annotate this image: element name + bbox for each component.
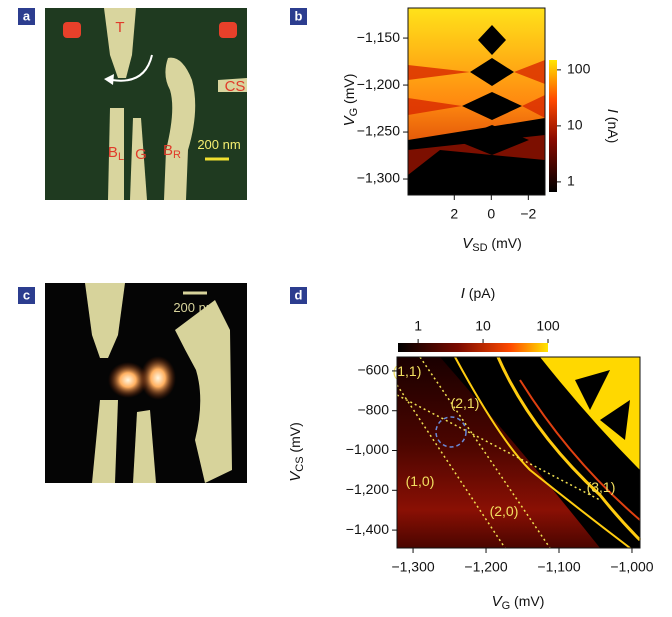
axis-sub: G xyxy=(348,108,360,117)
annotation: CS xyxy=(225,78,246,95)
colorbar-tick-label: 1 xyxy=(414,318,422,334)
y-tick-label: −1,400 xyxy=(346,521,389,537)
colorbar-unit: (pA) xyxy=(465,285,495,301)
y-tick-label: −800 xyxy=(357,401,389,417)
colorbar xyxy=(398,343,548,352)
annotation-text: (1,0) xyxy=(406,473,435,489)
axis-label: VSD (mV) xyxy=(462,235,522,254)
axis-unit: (mV) xyxy=(510,593,544,609)
annotation-text: (3,1) xyxy=(587,479,616,495)
colorbar-tick-label: 10 xyxy=(567,117,583,133)
panel-label: a xyxy=(23,8,31,23)
annotation-text: 200 nm xyxy=(197,137,240,152)
y-tick-label: −600 xyxy=(357,362,389,378)
colorbar-label: I (nA) xyxy=(604,109,621,144)
annotation-text: T xyxy=(115,19,124,36)
axis-label: VG (mV) xyxy=(492,593,545,612)
annotation-sub: L xyxy=(118,151,124,163)
x-tick-label: 2 xyxy=(450,206,458,222)
annotation: (2,0) xyxy=(490,503,519,519)
y-tick-label: −1,150 xyxy=(357,29,400,45)
annotation-text: B xyxy=(163,142,173,159)
panel-a xyxy=(45,8,247,200)
x-tick-label: −1,000 xyxy=(610,559,653,575)
axis-unit: (mV) xyxy=(488,235,522,251)
colorbar-tick-label: 1 xyxy=(567,173,575,189)
x-tick-label: −2 xyxy=(520,206,536,222)
y-tick-label: −1,300 xyxy=(357,170,400,186)
panel-c xyxy=(45,283,247,483)
annotation-text: B xyxy=(108,144,118,161)
y-tick-label: −1,200 xyxy=(346,481,389,497)
annotation: 200 nm xyxy=(197,137,240,152)
axis-sub: SD xyxy=(472,242,487,254)
dot xyxy=(140,356,176,400)
panel-label: c xyxy=(23,287,30,302)
colorbar-label: I (pA) xyxy=(461,285,496,302)
panel-label: b xyxy=(295,8,303,23)
annotation-sub: R xyxy=(173,149,181,161)
annotation-text: (2,1) xyxy=(451,395,480,411)
panel-d-map xyxy=(397,343,640,548)
annotation: (2,1) xyxy=(451,395,480,411)
contact xyxy=(63,22,81,38)
annotation: 200 nm xyxy=(173,300,216,315)
axis-sub: G xyxy=(502,600,511,612)
annotation: (1,0) xyxy=(406,473,435,489)
annotation-text: (2,0) xyxy=(490,503,519,519)
axis-unit: (mV) xyxy=(287,422,303,456)
axis-sub: CS xyxy=(294,456,306,471)
annotation-text: G xyxy=(135,146,147,163)
annotation: T xyxy=(115,19,124,36)
colorbar-tick-label: 100 xyxy=(536,318,560,334)
colorbar-tick-label: 100 xyxy=(567,61,591,77)
y-tick-label: −1,200 xyxy=(357,76,400,92)
contact xyxy=(219,22,237,38)
annotation: (3,1) xyxy=(587,479,616,495)
panel-label: d xyxy=(295,287,303,302)
x-tick-label: 0 xyxy=(487,206,495,222)
figure: abcdTBLGBRCS200 nm200 nm(1,1)(2,1)(1,0)(… xyxy=(0,0,672,617)
annotation: G xyxy=(135,146,147,163)
axis-unit: (mV) xyxy=(341,74,357,108)
colorbar xyxy=(549,60,557,192)
colorbar-tick-label: 10 xyxy=(475,318,491,334)
x-tick-label: −1,200 xyxy=(464,559,507,575)
x-tick-label: −1,100 xyxy=(537,559,580,575)
panel-b-map xyxy=(408,8,557,195)
colorbar-unit: (nA) xyxy=(605,113,621,143)
x-tick-label: −1,300 xyxy=(391,559,434,575)
y-tick-label: −1,000 xyxy=(346,441,389,457)
axis-label: VCS (mV) xyxy=(287,422,306,482)
y-tick-label: −1,250 xyxy=(357,123,400,139)
annotation-text: 200 nm xyxy=(173,300,216,315)
annotation-text: CS xyxy=(225,78,246,95)
